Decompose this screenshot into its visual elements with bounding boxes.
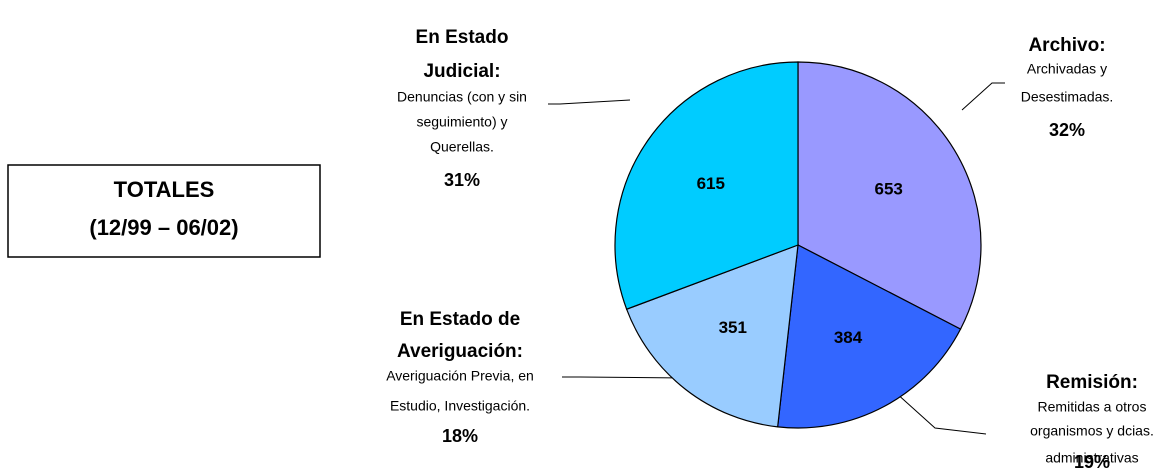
leader-line [548, 99, 631, 105]
percent-label: 32% [1049, 120, 1085, 140]
leader-line [562, 376, 686, 379]
category-label: En Estado [416, 27, 509, 48]
pie-slice [797, 61, 982, 330]
percent-label: 19% [1074, 452, 1110, 469]
percent-label: 31% [444, 170, 480, 190]
category-description: organismos y dcias. [1030, 423, 1154, 439]
category-description: Remitidas a otros [1038, 399, 1147, 415]
category-label: Judicial: [423, 61, 500, 82]
leader-line [961, 82, 1005, 111]
category-description: seguimiento) y [416, 114, 507, 130]
pie-slice [776, 244, 962, 429]
value-label: 384 [834, 328, 863, 347]
pie-slice [614, 61, 799, 310]
value-label: 615 [697, 174, 725, 193]
chart-title: TOTALES [114, 177, 215, 202]
category-label: Remisión: [1046, 372, 1138, 393]
category-label: En Estado de [400, 309, 520, 330]
value-label: 653 [874, 179, 902, 198]
leader-line [894, 391, 987, 435]
category-description: Averiguación Previa, en [386, 368, 534, 384]
chart-title: (12/99 – 06/02) [89, 215, 238, 240]
category-label: Averiguación: [397, 341, 523, 362]
category-description: Desestimadas. [1021, 89, 1114, 105]
pie-slice [625, 244, 799, 428]
title-box [7, 164, 321, 258]
category-description: Querellas. [430, 139, 494, 155]
percent-label: 18% [442, 426, 478, 446]
category-description: Estudio, Investigación. [390, 398, 530, 414]
category-description: Archivadas y [1027, 61, 1107, 77]
value-label: 351 [719, 318, 747, 337]
category-description: Denuncias (con y sin [397, 89, 527, 105]
category-description: administrativas [1045, 450, 1138, 466]
category-label: Archivo: [1028, 35, 1105, 56]
leader-lines [548, 82, 1005, 435]
